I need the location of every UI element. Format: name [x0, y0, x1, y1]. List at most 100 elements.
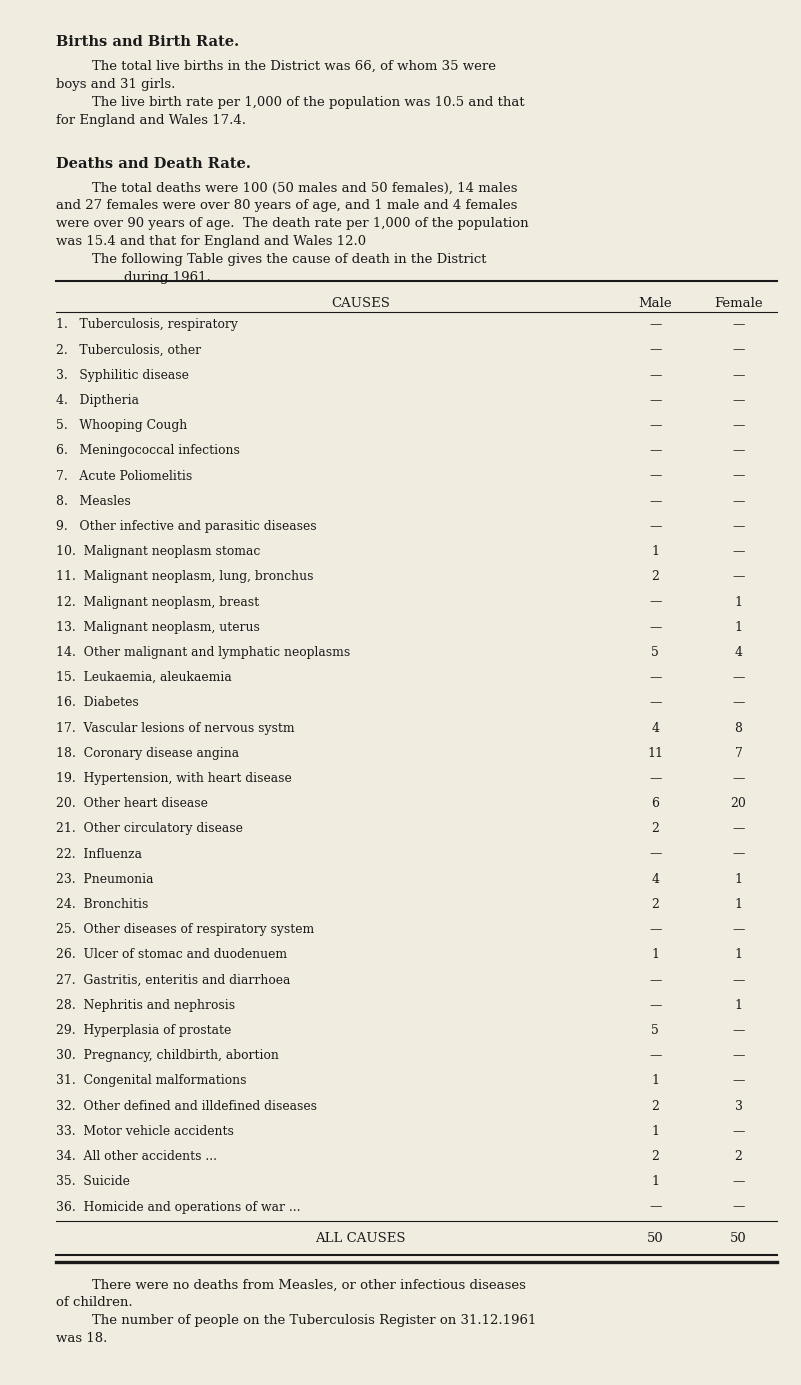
- Text: —: —: [649, 771, 662, 785]
- Text: —: —: [732, 672, 745, 684]
- Text: 1: 1: [651, 1075, 659, 1087]
- Text: —: —: [649, 368, 662, 382]
- Text: 3.   Syphilitic disease: 3. Syphilitic disease: [56, 368, 189, 382]
- Text: 5: 5: [651, 645, 659, 659]
- Text: 1: 1: [735, 949, 743, 961]
- Text: Births and Birth Rate.: Births and Birth Rate.: [56, 35, 239, 48]
- Text: The following Table gives the cause of death in the District: The following Table gives the cause of d…: [92, 253, 487, 266]
- Text: —: —: [732, 771, 745, 785]
- Text: 20.  Other heart disease: 20. Other heart disease: [56, 798, 208, 810]
- Text: The number of people on the Tuberculosis Register on 31.12.1961: The number of people on the Tuberculosis…: [92, 1314, 537, 1327]
- Text: —: —: [732, 1050, 745, 1062]
- Text: 16.  Diabetes: 16. Diabetes: [56, 697, 139, 709]
- Text: —: —: [649, 519, 662, 533]
- Text: —: —: [732, 420, 745, 432]
- Text: —: —: [732, 393, 745, 407]
- Text: —: —: [649, 1050, 662, 1062]
- Text: 50: 50: [647, 1233, 663, 1245]
- Text: —: —: [732, 974, 745, 986]
- Text: 20: 20: [731, 798, 747, 810]
- Text: 1: 1: [735, 897, 743, 911]
- Text: —: —: [732, 445, 745, 457]
- Text: 2: 2: [651, 897, 659, 911]
- Text: The live birth rate per 1,000 of the population was 10.5 and that: The live birth rate per 1,000 of the pop…: [92, 96, 525, 108]
- Text: 1: 1: [735, 873, 743, 886]
- Text: 4.   Diptheria: 4. Diptheria: [56, 393, 139, 407]
- Text: —: —: [732, 1176, 745, 1188]
- Text: 2: 2: [651, 571, 659, 583]
- Text: The total deaths were 100 (50 males and 50 females), 14 males: The total deaths were 100 (50 males and …: [92, 181, 517, 194]
- Text: were over 90 years of age.  The death rate per 1,000 of the population: were over 90 years of age. The death rat…: [56, 217, 529, 230]
- Text: —: —: [649, 620, 662, 634]
- Text: 2: 2: [651, 823, 659, 835]
- Text: 1: 1: [651, 949, 659, 961]
- Text: —: —: [732, 470, 745, 482]
- Text: Deaths and Death Rate.: Deaths and Death Rate.: [56, 157, 251, 170]
- Text: ALL CAUSES: ALL CAUSES: [316, 1233, 405, 1245]
- Text: —: —: [649, 596, 662, 608]
- Text: —: —: [732, 494, 745, 508]
- Text: 36.  Homicide and operations of war ...: 36. Homicide and operations of war ...: [56, 1201, 300, 1213]
- Text: 5: 5: [651, 1024, 659, 1037]
- Text: —: —: [649, 697, 662, 709]
- Text: 34.  All other accidents ...: 34. All other accidents ...: [56, 1150, 217, 1163]
- Text: 19.  Hypertension, with heart disease: 19. Hypertension, with heart disease: [56, 771, 292, 785]
- Text: 29.  Hyperplasia of prostate: 29. Hyperplasia of prostate: [56, 1024, 231, 1037]
- Text: 10.  Malignant neoplasm stomac: 10. Malignant neoplasm stomac: [56, 546, 260, 558]
- Text: 21.  Other circulatory disease: 21. Other circulatory disease: [56, 823, 243, 835]
- Text: 50: 50: [731, 1233, 747, 1245]
- Text: 28.  Nephritis and nephrosis: 28. Nephritis and nephrosis: [56, 999, 235, 1012]
- Text: 9.   Other infective and parasitic diseases: 9. Other infective and parasitic disease…: [56, 519, 316, 533]
- Text: 33.  Motor vehicle accidents: 33. Motor vehicle accidents: [56, 1125, 234, 1138]
- Text: 7: 7: [735, 747, 743, 760]
- Text: —: —: [732, 368, 745, 382]
- Text: —: —: [732, 546, 745, 558]
- Text: 2: 2: [735, 1150, 743, 1163]
- Text: —: —: [649, 672, 662, 684]
- Text: —: —: [649, 319, 662, 331]
- Text: 1: 1: [735, 999, 743, 1012]
- Text: 1: 1: [651, 546, 659, 558]
- Text: —: —: [732, 823, 745, 835]
- Text: 2.   Tuberculosis, other: 2. Tuberculosis, other: [56, 343, 201, 356]
- Text: CAUSES: CAUSES: [331, 296, 390, 310]
- Text: 12.  Malignant neoplasm, breast: 12. Malignant neoplasm, breast: [56, 596, 260, 608]
- Text: —: —: [732, 1024, 745, 1037]
- Text: 4: 4: [651, 873, 659, 886]
- Text: 35.  Suicide: 35. Suicide: [56, 1176, 130, 1188]
- Text: —: —: [649, 420, 662, 432]
- Text: was 18.: was 18.: [56, 1332, 107, 1345]
- Text: 14.  Other malignant and lymphatic neoplasms: 14. Other malignant and lymphatic neopla…: [56, 645, 350, 659]
- Text: —: —: [732, 571, 745, 583]
- Text: 8.   Measles: 8. Measles: [56, 494, 131, 508]
- Text: 26.  Ulcer of stomac and duodenuem: 26. Ulcer of stomac and duodenuem: [56, 949, 288, 961]
- Text: 6: 6: [651, 798, 659, 810]
- Text: 7.   Acute Poliomelitis: 7. Acute Poliomelitis: [56, 470, 192, 482]
- Text: There were no deaths from Measles, or other infectious diseases: There were no deaths from Measles, or ot…: [92, 1278, 526, 1291]
- Text: 1: 1: [651, 1125, 659, 1138]
- Text: —: —: [649, 494, 662, 508]
- Text: 5.   Whooping Cough: 5. Whooping Cough: [56, 420, 187, 432]
- Text: 4: 4: [735, 645, 743, 659]
- Text: —: —: [732, 319, 745, 331]
- Text: The total live births in the District was 66, of whom 35 were: The total live births in the District wa…: [92, 60, 496, 72]
- Text: 23.  Pneumonia: 23. Pneumonia: [56, 873, 154, 886]
- Text: 27.  Gastritis, enteritis and diarrhoea: 27. Gastritis, enteritis and diarrhoea: [56, 974, 291, 986]
- Text: —: —: [649, 393, 662, 407]
- Text: —: —: [732, 1201, 745, 1213]
- Text: —: —: [732, 697, 745, 709]
- Text: —: —: [649, 974, 662, 986]
- Text: —: —: [649, 445, 662, 457]
- Text: and 27 females were over 80 years of age, and 1 male and 4 females: and 27 females were over 80 years of age…: [56, 199, 517, 212]
- Text: for England and Wales 17.4.: for England and Wales 17.4.: [56, 114, 246, 126]
- Text: Male: Male: [638, 296, 672, 310]
- Text: 3: 3: [735, 1100, 743, 1112]
- Text: 30.  Pregnancy, childbirth, abortion: 30. Pregnancy, childbirth, abortion: [56, 1050, 279, 1062]
- Text: was 15.4 and that for England and Wales 12.0: was 15.4 and that for England and Wales …: [56, 235, 366, 248]
- Text: 1.   Tuberculosis, respiratory: 1. Tuberculosis, respiratory: [56, 319, 238, 331]
- Text: 2: 2: [651, 1150, 659, 1163]
- Text: during 1961.: during 1961.: [124, 271, 211, 284]
- Text: —: —: [649, 924, 662, 936]
- Text: —: —: [649, 343, 662, 356]
- Text: 32.  Other defined and illdefined diseases: 32. Other defined and illdefined disease…: [56, 1100, 317, 1112]
